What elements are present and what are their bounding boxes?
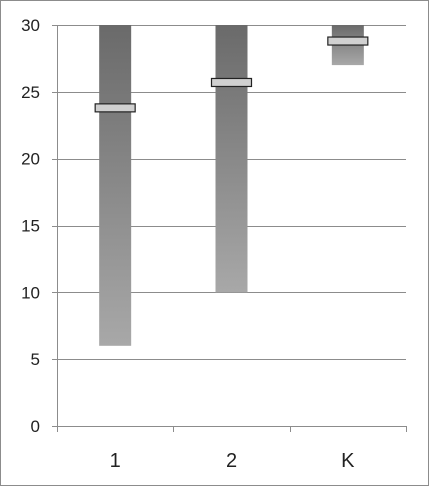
y-tick-label-30: 30	[21, 16, 40, 35]
bar-2	[215, 25, 248, 293]
marker-K	[327, 36, 369, 46]
marker-1	[94, 103, 136, 113]
marker-2	[210, 77, 253, 88]
y-tick-label-0: 0	[31, 417, 40, 436]
bars	[99, 25, 364, 346]
markers	[94, 36, 369, 113]
tick-labels: 0 5 10 15 20 25 30 1 2 K	[21, 16, 355, 472]
axes	[52, 25, 407, 432]
y-tick-label-25: 25	[21, 83, 40, 102]
x-tick-label-1: 1	[110, 450, 121, 472]
y-tick-label-10: 10	[21, 283, 40, 302]
y-tick-label-15: 15	[21, 217, 40, 236]
y-tick-label-20: 20	[21, 150, 40, 169]
y-tick-label-5: 5	[31, 350, 40, 369]
x-tick-label-2: 2	[226, 450, 237, 472]
x-tick-label-K: K	[341, 450, 355, 472]
bar-1	[99, 25, 132, 346]
